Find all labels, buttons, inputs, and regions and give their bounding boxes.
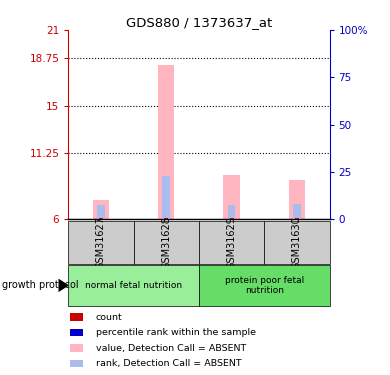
Text: GSM31630: GSM31630 <box>292 216 302 269</box>
Text: value, Detection Call = ABSENT: value, Detection Call = ABSENT <box>96 344 246 352</box>
Bar <box>158 65 174 219</box>
Text: normal fetal nutrition: normal fetal nutrition <box>85 281 182 290</box>
Bar <box>199 221 264 264</box>
Text: GSM31628: GSM31628 <box>161 216 171 269</box>
Bar <box>68 265 199 306</box>
Bar <box>70 360 83 367</box>
Bar <box>164 218 168 219</box>
Bar <box>97 206 105 219</box>
Bar <box>70 329 83 336</box>
Text: count: count <box>96 313 122 322</box>
Polygon shape <box>58 279 69 292</box>
Bar <box>68 221 133 264</box>
Bar <box>93 200 109 219</box>
Bar <box>199 265 330 306</box>
Text: growth protocol: growth protocol <box>2 280 78 290</box>
Text: percentile rank within the sample: percentile rank within the sample <box>96 328 255 337</box>
Bar <box>293 204 301 219</box>
Text: protein poor fetal
nutrition: protein poor fetal nutrition <box>225 276 304 295</box>
Text: GSM31627: GSM31627 <box>96 216 106 269</box>
Bar <box>228 205 236 219</box>
Text: GSM31629: GSM31629 <box>227 216 237 269</box>
Bar <box>264 221 330 264</box>
Bar <box>223 175 240 219</box>
Bar <box>99 218 103 219</box>
Bar <box>289 180 305 219</box>
Bar <box>230 218 234 219</box>
Bar <box>162 177 170 219</box>
Bar <box>70 344 83 352</box>
Bar <box>295 218 299 219</box>
Bar <box>70 314 83 321</box>
Title: GDS880 / 1373637_at: GDS880 / 1373637_at <box>126 16 272 29</box>
Text: rank, Detection Call = ABSENT: rank, Detection Call = ABSENT <box>96 359 241 368</box>
Bar <box>133 221 199 264</box>
